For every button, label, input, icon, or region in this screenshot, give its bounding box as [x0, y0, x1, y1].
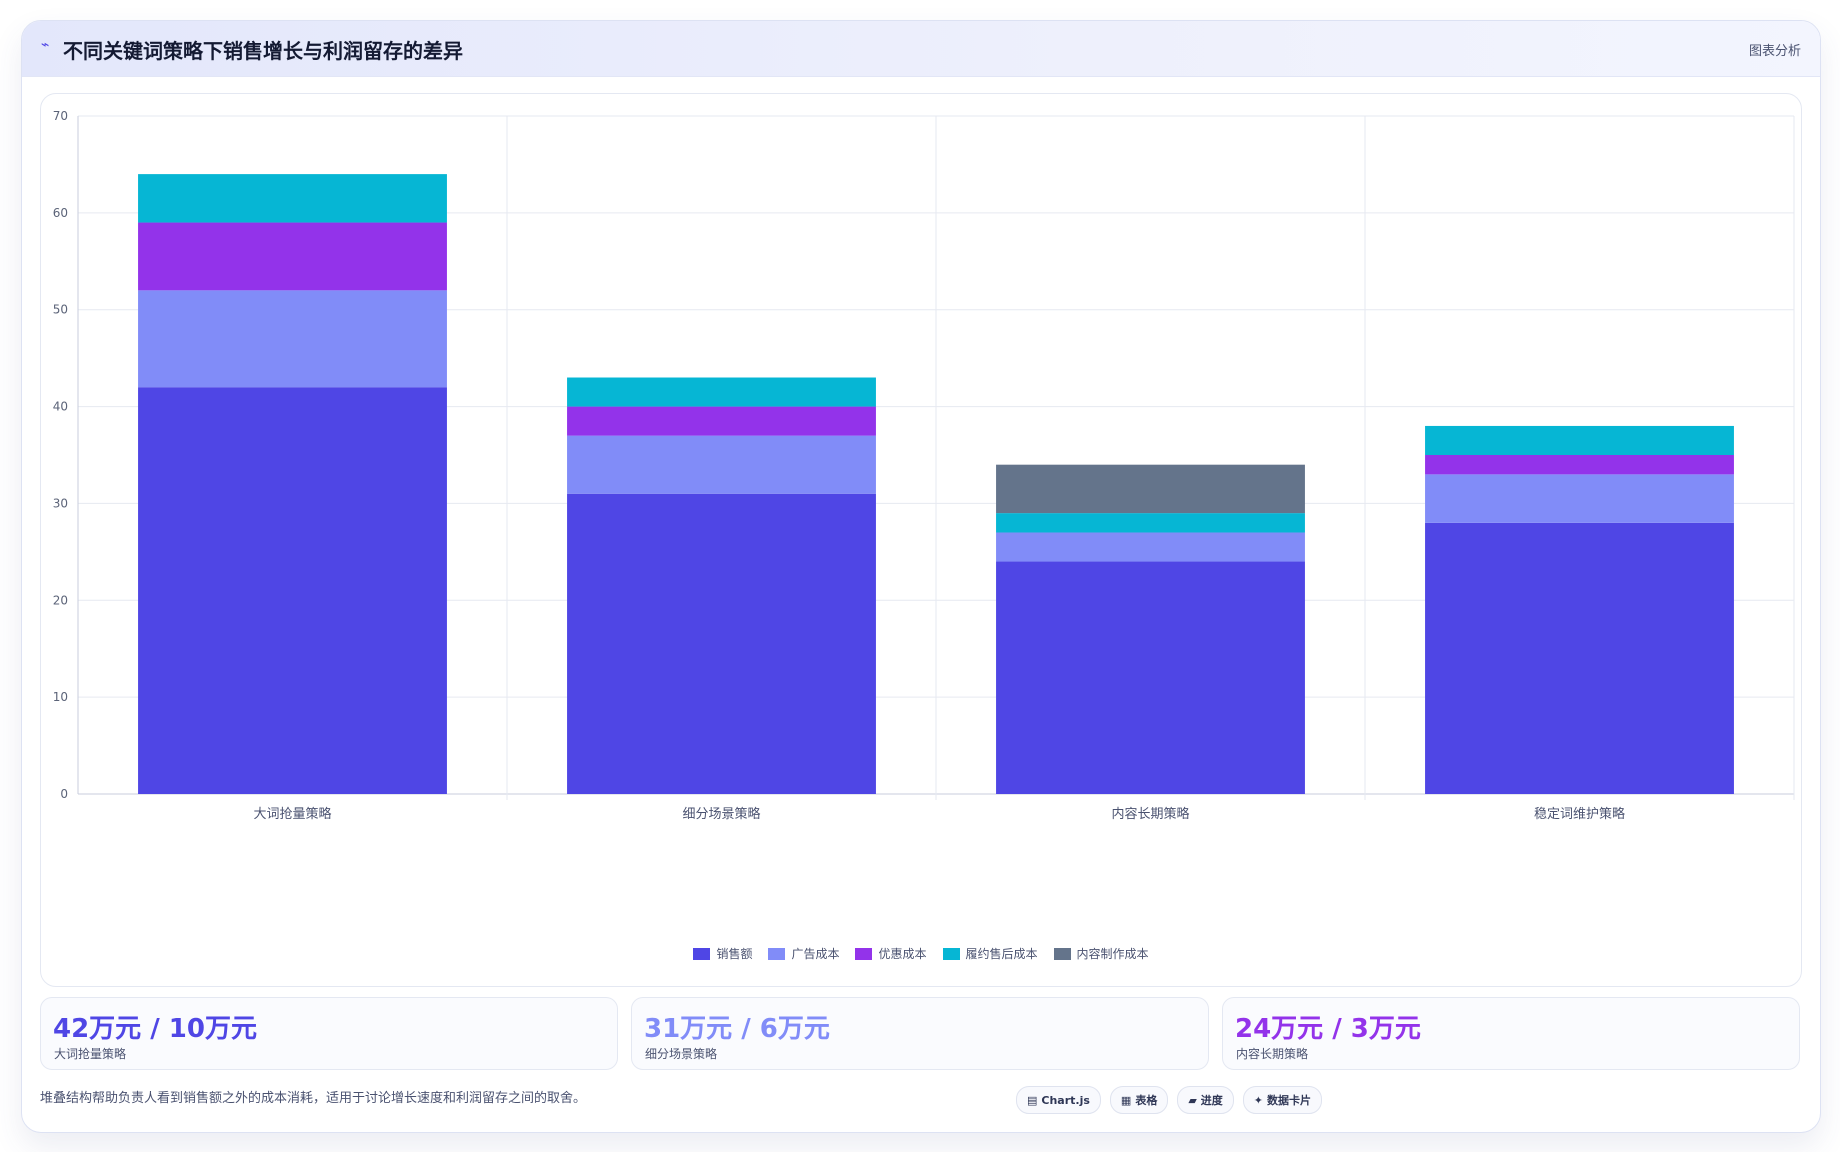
legend-label: 销售额	[716, 947, 753, 961]
pill-label: 进度	[1200, 1094, 1223, 1107]
chart-title: 不同关键词策略下销售增长与利润留存的差异	[63, 39, 463, 63]
bar-segment	[1425, 522, 1734, 794]
card-header: ⌁ 不同关键词策略下销售增长与利润留存的差异 图表分析	[22, 21, 1820, 77]
legend-swatch	[855, 947, 873, 960]
x-tick-label: 大词抢量策略	[253, 806, 331, 822]
legend-swatch	[1053, 947, 1071, 960]
y-tick-label: 60	[53, 206, 68, 220]
stat-card-1: 42万元 / 10万元 大词抢量策略	[40, 997, 618, 1070]
stat-value: 24万元 / 3万元	[1235, 1014, 1421, 1044]
legend-label: 广告成本	[791, 947, 840, 961]
chart-panel: 0 10 20 30 40 50 60 70 大词抢量策略 细分场景策略 内容长期策略 稳定词维护策略	[40, 93, 1802, 987]
bar-segment	[138, 174, 447, 223]
legend-swatch	[768, 947, 786, 960]
pill-table[interactable]: ▦ 表格	[1109, 1086, 1169, 1114]
chart-icon: ▤	[1027, 1093, 1038, 1107]
legend-item[interactable]: 销售额	[693, 945, 752, 962]
bar-segment	[996, 532, 1305, 562]
pill-progress[interactable]: ▰ 进度	[1177, 1086, 1234, 1114]
legend-item[interactable]: 履约售后成本	[942, 945, 1038, 962]
sparkle-icon: ✦	[1253, 1093, 1264, 1107]
legend-swatch	[693, 947, 711, 960]
legend-label: 优惠成本	[878, 947, 927, 961]
bar-segment	[996, 464, 1305, 514]
stat-value: 42万元 / 10万元	[53, 1014, 257, 1044]
bar-segment	[138, 290, 447, 388]
stat-card-2: 31万元 / 6万元 细分场景策略	[631, 997, 1209, 1070]
y-tick-label: 50	[53, 303, 68, 317]
bar-segment	[138, 222, 447, 291]
bar-segment	[1425, 455, 1734, 475]
legend-item[interactable]: 内容制作成本	[1053, 945, 1149, 962]
chart-analysis-tag[interactable]: 图表分析	[1748, 44, 1801, 59]
pill-label: 数据卡片	[1267, 1094, 1312, 1107]
y-tick-label: 10	[53, 690, 68, 704]
bar-segment	[138, 387, 447, 794]
y-tick-label: 0	[60, 787, 68, 801]
y-tick-label: 40	[53, 400, 68, 414]
x-tick-label: 稳定词维护策略	[1534, 806, 1625, 822]
legend-swatch	[942, 947, 960, 960]
feature-pills: ▤ Chart.js ▦ 表格 ▰ 进度 ✦ 数据卡片	[1016, 1086, 1323, 1114]
stat-label: 内容长期策略	[1236, 1047, 1309, 1061]
chart-card: ⌁ 不同关键词策略下销售增长与利润留存的差异 图表分析 0 10 20 30 40 50 6…	[21, 20, 1821, 1133]
bar-segment	[567, 435, 876, 494]
stat-value: 31万元 / 6万元	[644, 1014, 830, 1044]
pill-data-card[interactable]: ✦ 数据卡片	[1242, 1086, 1323, 1114]
bar-segment	[567, 377, 876, 407]
pill-label: Chart.js	[1041, 1093, 1090, 1107]
trend-icon: ⌁	[41, 37, 50, 53]
chart-legend: 销售额 广告成本 优惠成本 履约售后成本 内容制作成本	[22, 945, 1820, 962]
bar-segment	[996, 513, 1305, 533]
stacked-bar-chart: 0 10 20 30 40 50 60 70 大词抢量策略 细分场景策略 内容长期策略 稳定词维护策略	[53, 109, 1795, 822]
y-tick-label: 70	[53, 109, 68, 123]
y-tick-label: 30	[53, 496, 68, 510]
bar-segment	[1425, 474, 1734, 523]
bar-segment	[567, 493, 876, 794]
pill-label: 表格	[1135, 1094, 1158, 1107]
stat-label: 大词抢量策略	[54, 1047, 127, 1061]
pill-chartjs[interactable]: ▤ Chart.js	[1016, 1086, 1101, 1114]
legend-item[interactable]: 广告成本	[768, 945, 839, 962]
legend-label: 履约售后成本	[965, 947, 1038, 961]
x-tick-label: 细分场景策略	[682, 806, 760, 822]
legend-label: 内容制作成本	[1076, 947, 1149, 961]
table-icon: ▦	[1120, 1093, 1132, 1107]
stat-card-3: 24万元 / 3万元 内容长期策略	[1222, 997, 1800, 1070]
legend-item[interactable]: 优惠成本	[855, 945, 927, 962]
bar-segment	[1425, 425, 1734, 455]
chart-footnote: 堆叠结构帮助负责人看到销售额之外的成本消耗，适用于讨论增长速度和利润留存之间的取…	[40, 1091, 587, 1106]
bar-segment	[567, 406, 876, 436]
y-tick-label: 20	[53, 593, 68, 607]
bar-segment	[996, 561, 1305, 794]
progress-icon: ▰	[1188, 1093, 1197, 1107]
stat-label: 细分场景策略	[645, 1047, 718, 1061]
x-tick-label: 内容长期策略	[1111, 806, 1189, 822]
